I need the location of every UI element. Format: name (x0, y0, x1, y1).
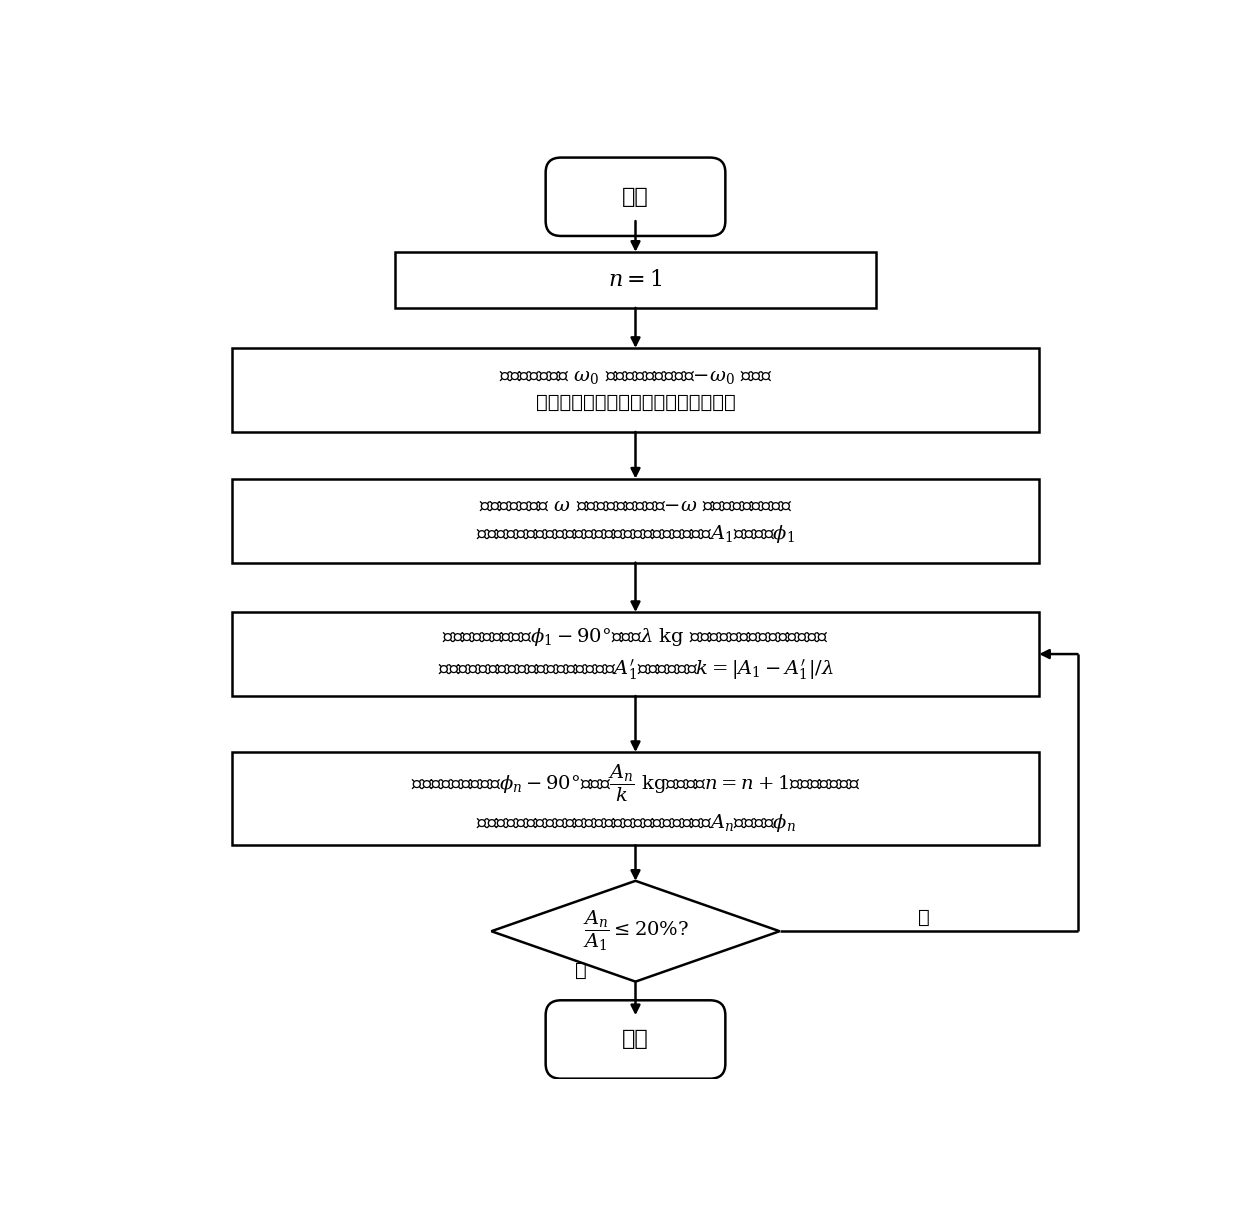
Text: 结束: 结束 (622, 1029, 649, 1051)
Text: 是: 是 (575, 962, 587, 981)
Text: 在回转台机械角位置$\phi_1 - 90°$处添加$\lambda$ kg 试重，采集此转速下回转台驱动
电流信号，提取一倍频成分，记其幅值为$A_1'$，并: 在回转台机械角位置$\phi_1 - 90°$处添加$\lambda$ kg 试… (438, 627, 833, 681)
Text: 设置主轴以转速 $\mathit{\omega}$ 运行，回转台以转速$-\mathit{\omega}$ 运行，采集此转速下
回转台驱动电流信号，并提取一倍频: 设置主轴以转速 $\mathit{\omega}$ 运行，回转台以转速$-\ma… (476, 497, 795, 544)
Bar (232, 751, 1039, 846)
Text: $n = 1$: $n = 1$ (609, 269, 662, 291)
Text: 开始: 开始 (622, 185, 649, 207)
Bar (232, 479, 1039, 562)
Bar (232, 612, 1039, 696)
Text: $\dfrac{A_n}{A_1} \leq 20\%$?: $\dfrac{A_n}{A_1} \leq 20\%$? (583, 909, 688, 954)
Bar (396, 252, 875, 308)
Text: 否: 否 (918, 909, 930, 927)
FancyBboxPatch shape (546, 158, 725, 236)
Text: 设置主轴以转速 $\mathit{\omega}_0$ 运行，回转台以转速$-\mathit{\omega}_0$ 运行，
采集并提取回转台驱动电流的基准数据: 设置主轴以转速 $\mathit{\omega}_0$ 运行，回转台以转速$-\… (498, 368, 773, 411)
FancyBboxPatch shape (546, 1000, 725, 1079)
Polygon shape (491, 881, 780, 982)
Text: 在回转台机械角位置$\phi_n - 90°$处添加$\dfrac{A_n}{k}$ kg的试重，$n=n+1$，采集此转速下
回转台驱动电流信号，并提取一倍频: 在回转台机械角位置$\phi_n - 90°$处添加$\dfrac{A_n}{k… (410, 764, 861, 834)
Bar (232, 348, 1039, 431)
